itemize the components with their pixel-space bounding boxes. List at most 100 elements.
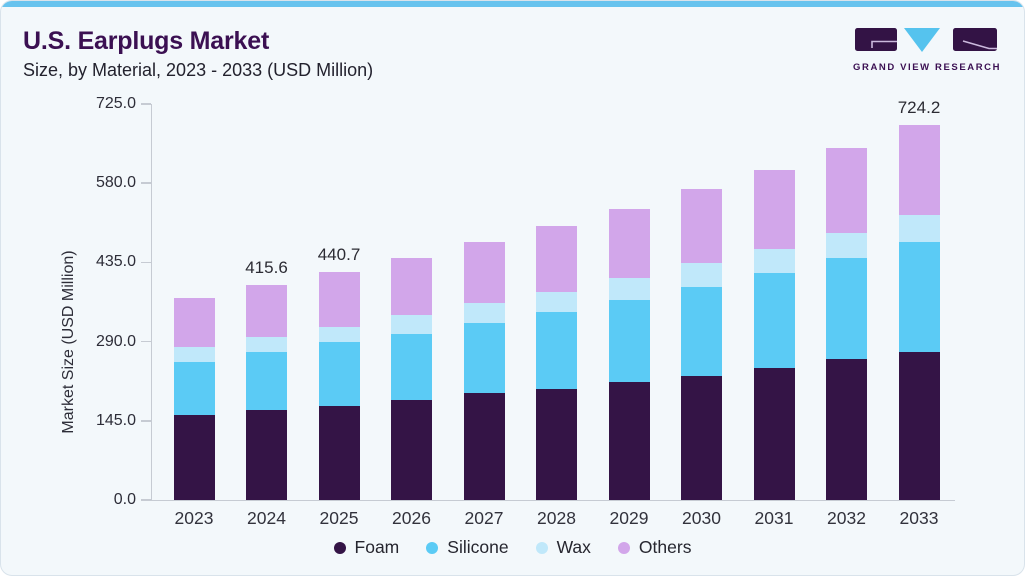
bar-2031 [753,169,795,500]
bar-segment-others [536,226,577,292]
gvr-logo: GRAND VIEW RESEARCH [853,28,1002,73]
legend-item-silicone: Silicone [426,537,509,558]
legend-label: Foam [354,537,400,557]
x-axis-label: 2026 [392,508,431,528]
bar-2023 [173,298,215,500]
x-axis-label: 2023 [174,508,214,528]
x-axis-label: 2031 [754,508,794,528]
legend-label: Silicone [447,537,509,557]
y-tick-label: 145.0 [95,411,136,429]
legend-item-others: Others [617,537,692,558]
logo-brand-text: GRAND VIEW RESEARCH [853,62,1002,73]
logo-v-triangle-icon [904,28,940,52]
bar-2029 [608,208,650,500]
y-tick-label: 580.0 [95,174,136,192]
gvr-logo-mark [855,28,997,52]
bar-segment-foam [753,367,795,500]
x-axis-label: 2025 [319,508,359,528]
x-axis-label: 2029 [609,508,649,528]
bar-segment-wax [463,303,505,324]
bar-segment-wax [898,214,940,242]
bar-segment-silicone [463,323,505,393]
x-axis-label: 2030 [682,508,721,528]
legend-label: Others [638,537,692,557]
x-axis-label: 2028 [537,508,576,528]
bar-segment-wax [608,277,650,301]
bar-segment-others [391,257,432,315]
x-axis-label: 2027 [464,508,504,528]
top-accent-bar [1,1,1024,7]
chart-title: U.S. Earplugs Market [23,27,270,55]
bar-segment-wax [753,249,795,273]
logo-g-block-icon [855,28,897,51]
bar-2027 [463,242,505,500]
bar-segment-foam [391,400,432,500]
y-tick-label: 435.0 [95,253,136,271]
legend-item-foam: Foam [333,537,400,558]
plot-area: 0.0 145.0 290.0 435.0 580.0 725.0 2023 415.6 202… [96,95,955,528]
bar-segment-silicone [826,257,867,360]
bar-2032 [826,147,867,500]
bar-segment-foam [608,381,650,500]
x-axis-label: 2033 [899,508,939,528]
x-axis-label: 2032 [827,508,866,528]
legend-swatch-wax-icon [535,541,548,554]
logo-r-block-icon [953,28,997,51]
bar-segment-others [608,208,650,278]
bar-2028 [536,226,577,500]
bar-segment-silicone [173,361,215,416]
bar-segment-wax [681,263,722,287]
bar-segment-wax [826,232,867,258]
bar-2026 [391,257,432,500]
logo-g-stroke-icon [871,40,897,48]
bar-segment-silicone [391,333,432,401]
bar-2025: 440.7 [318,245,360,500]
y-tick-label: 725.0 [95,95,136,112]
bar-total-label: 415.6 [245,257,288,277]
bar-segment-foam [681,376,722,500]
legend-swatch-silicone-icon [426,541,439,554]
x-axis-label: 2024 [247,508,286,528]
legend-item-wax: Wax [535,537,591,558]
y-tick [141,182,151,184]
bar-segment-others [753,169,795,250]
bar-segment-others [681,189,722,264]
legend-swatch-others-icon [617,541,630,554]
bar-2030 [681,189,722,500]
legend-swatch-foam-icon [333,541,346,554]
bar-segment-foam [173,415,215,500]
bar-segment-others [318,271,360,327]
bar-segment-foam [826,359,867,500]
bar-segment-foam [318,405,360,500]
bar-segment-wax [536,291,577,312]
bar-segment-silicone [753,272,795,368]
bar-2033: 724.2 [898,98,940,500]
bar-total-label: 440.7 [317,244,361,264]
bar-segment-others [826,147,867,233]
bar-segment-silicone [898,241,940,352]
bar-segment-foam [536,389,577,500]
bar-segment-foam [898,351,940,500]
bar-segment-others [246,284,287,337]
logo-r-stroke-icon [962,40,997,50]
y-tick-label: 0.0 [113,491,136,508]
bar-segment-silicone [536,311,577,390]
bar-segment-wax [391,314,432,334]
y-tick [141,420,151,422]
y-tick-label: 290.0 [95,332,136,350]
bar-segment-others [463,242,505,304]
bar-segment-silicone [681,286,722,377]
bar-segment-foam [463,392,505,500]
y-tick [141,103,151,105]
bar-segment-silicone [318,342,360,406]
y-tick [141,340,151,343]
legend-label: Wax [556,537,591,557]
bar-2024: 415.6 [245,258,288,500]
y-tick [141,261,151,264]
bar-segment-wax [318,326,360,343]
bar-segment-foam [246,410,287,500]
bar-segment-wax [173,346,215,362]
bar-segment-silicone [608,300,650,382]
bar-total-label: 724.2 [897,98,941,118]
